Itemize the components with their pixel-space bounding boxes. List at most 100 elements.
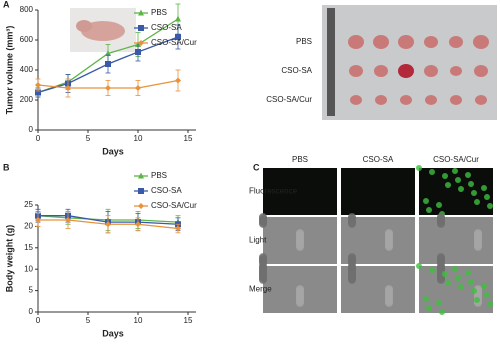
marker [135,85,141,91]
imaging-grid: PBS CSO-SA CSO-SA/Cur Fluorescence Light Merg… [249,155,493,315]
fluorescence [442,173,448,179]
marker [35,216,41,223]
y-axis-label: Tumor volume (mm³) [4,26,14,115]
marker [175,77,181,84]
tumor [374,65,388,77]
y-tick-label: 400 [20,65,34,74]
legend-label: CSO-SA [151,23,182,32]
legend-label: PBS [151,171,167,180]
x-tick-label: 10 [134,134,143,143]
fluorescence [484,292,490,298]
fluorescence [474,199,480,205]
legend-label: PBS [151,8,167,17]
fluorescence [436,300,442,306]
marker [105,221,111,228]
marker [105,61,111,67]
tumor [449,36,463,48]
y-tick-label: 0 [29,307,34,316]
fluorescence [465,172,471,178]
fluorescence [429,267,435,273]
row-label: Light [249,236,267,245]
mouse-head [76,20,92,32]
texture [474,229,482,237]
fluorescence [455,275,461,281]
fluorescence [426,305,432,311]
texture [385,285,393,293]
marker [138,188,144,194]
marker [135,221,141,228]
x-tick-label: 5 [86,134,91,143]
y-axis-label: Body weight (g) [4,225,14,293]
fluorescence [481,283,487,289]
fluorescence [481,185,487,191]
marker [175,34,181,40]
marker [138,25,144,31]
fluorescence [455,177,461,183]
marker [135,49,141,55]
row-label: CSO-SA/Cur [266,95,312,104]
x-tick-label: 10 [134,316,143,325]
x-tick-label: 0 [36,316,41,325]
marker [35,89,41,96]
tumor [475,95,487,105]
micrograph [419,168,493,215]
panel-label: B [3,162,10,172]
tumor [424,36,438,48]
x-tick-label: 0 [36,134,41,143]
texture [437,253,445,261]
texture [348,213,356,221]
fluorescence [445,182,451,188]
texture [259,213,267,221]
fluorescence [487,301,493,307]
fluorescence [484,194,490,200]
tumor [398,64,414,78]
y-tick-label: 0 [29,125,34,134]
marker [175,225,181,232]
tumor [348,35,364,49]
fluorescence [442,271,448,277]
tumor [473,35,489,49]
micrograph [341,168,415,215]
texture [437,262,445,270]
y-tick-label: 20 [24,222,33,231]
x-axis-label: Days [102,146,124,156]
fluorescence [474,297,480,303]
y-tick-label: 25 [24,200,33,209]
tumor [400,95,412,105]
tumor [375,95,387,105]
y-tick-label: 600 [20,35,34,44]
row-label: Merge [249,285,272,294]
marker [138,172,144,179]
fluorescence [429,169,435,175]
y-tick-label: 5 [29,286,34,295]
fluorescence [423,296,429,302]
fluorescence [458,186,464,192]
fluorescence [445,280,451,286]
marker [65,85,71,91]
texture [348,262,356,270]
marker [138,40,144,46]
marker [35,82,41,88]
texture [437,213,445,221]
column-label: CSO-SA [363,155,394,164]
fluorescence [426,207,432,213]
tumor [450,66,462,76]
tumor [474,65,488,77]
texture [259,262,267,270]
legend-label: CSO-SA/Cur [151,38,197,47]
fluorescence [458,284,464,290]
fluorescence [471,190,477,196]
tumor [398,35,414,49]
marker [65,216,71,223]
x-tick-label: 15 [184,316,193,325]
legend-label: CSO-SA/Cur [151,201,197,210]
texture [385,229,393,237]
y-tick-label: 10 [24,264,33,273]
micrograph [263,168,337,215]
texture [296,229,304,237]
legend-label: CSO-SA [151,186,182,195]
fluorescence [416,165,422,171]
texture [348,253,356,261]
fluorescence [416,263,422,269]
